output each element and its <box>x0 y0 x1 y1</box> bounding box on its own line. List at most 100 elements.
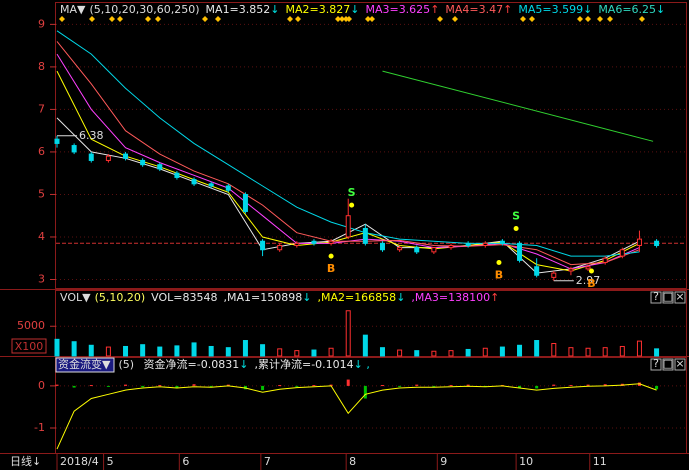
item-value: 83548 <box>183 291 218 304</box>
money-bar <box>106 385 110 387</box>
signal-diamond <box>155 16 161 22</box>
button-glyph: □ <box>663 290 673 303</box>
item-value: -0.0831 <box>197 358 239 371</box>
signal-diamond <box>585 16 591 22</box>
volume-bar <box>260 344 266 357</box>
money-bar <box>363 385 367 399</box>
money-bar <box>380 385 384 387</box>
volume-bar <box>140 344 146 357</box>
volume-bar <box>105 346 111 357</box>
money-bar <box>192 384 196 386</box>
volume-bar <box>482 347 488 357</box>
candle-body <box>54 138 60 144</box>
indicator-menu[interactable]: MA▼ <box>60 3 86 16</box>
candle-body <box>534 266 540 276</box>
money-bar <box>449 385 453 387</box>
volume-bar <box>619 345 625 357</box>
signal-diamond <box>520 16 526 22</box>
candle-body <box>140 159 146 166</box>
unit-box <box>11 338 47 354</box>
volume-bar <box>174 345 180 357</box>
volume-bar <box>54 338 60 357</box>
money-bar <box>603 384 607 386</box>
candle-body <box>431 247 437 253</box>
indicator-tab[interactable] <box>55 357 115 373</box>
y-tick-label: 5 <box>38 187 45 200</box>
item-value: 166858 <box>354 291 396 304</box>
ma-line <box>56 41 640 266</box>
item-label: MA4= <box>445 3 478 16</box>
button-glyph: ? <box>653 290 659 303</box>
money-bar <box>312 385 316 387</box>
y-tick-label: -1 <box>34 421 45 434</box>
candle-body <box>294 242 300 246</box>
close-button[interactable] <box>674 291 686 304</box>
volume-bar <box>499 346 505 357</box>
candle-body <box>636 238 642 246</box>
volume-bar <box>208 345 214 357</box>
item-arrow: ↑ <box>490 291 499 304</box>
volume-bar <box>414 350 420 357</box>
y-tick-label: 6 <box>38 145 45 158</box>
extreme-label: 2.97 <box>576 274 601 287</box>
volume-bar <box>225 347 231 357</box>
money-bar <box>415 384 419 386</box>
ma-line <box>382 70 654 142</box>
y-tick-label: 8 <box>38 60 45 73</box>
candle-body <box>619 249 625 257</box>
extreme-label: 6.38 <box>79 129 104 142</box>
volume-bar <box>328 347 334 357</box>
item-value: 3.625 <box>399 3 431 16</box>
item-label: MA3= <box>365 3 398 16</box>
help-button[interactable] <box>650 291 662 304</box>
signal-label: B <box>327 262 335 275</box>
money-bar <box>552 384 556 386</box>
candle-body <box>448 244 454 249</box>
main-frame <box>55 2 687 289</box>
button-glyph: × <box>675 290 684 303</box>
candle-body <box>328 240 334 244</box>
indicator-menu[interactable]: 资金流变▼ <box>58 357 111 371</box>
x-tick-label: 9 <box>440 455 447 468</box>
money-bar <box>141 385 145 388</box>
item-value: -0.1014 <box>311 358 353 371</box>
help-button[interactable] <box>650 358 662 371</box>
volume-unit: X100 <box>15 340 44 353</box>
candle-body <box>88 153 94 161</box>
item-label: VOL= <box>151 291 182 304</box>
volume-bar <box>448 350 454 357</box>
signal-diamond <box>452 16 458 22</box>
volume-bar <box>294 350 300 357</box>
panel-buttons <box>650 291 686 371</box>
candle-body <box>277 244 283 251</box>
item-label: MA5= <box>518 3 551 16</box>
item-label: ,MA3= <box>411 291 448 304</box>
item-value: 3.599 <box>552 3 584 16</box>
y-tick-label: 4 <box>38 230 45 243</box>
maximize-button[interactable] <box>662 358 674 371</box>
money-bar <box>261 385 265 391</box>
period-button[interactable]: 日线↓ <box>10 454 41 468</box>
signal-diamond <box>287 16 293 22</box>
indicator-params: (5) <box>118 358 134 371</box>
item-label: MA1= <box>206 3 239 16</box>
close-button[interactable] <box>674 358 686 371</box>
candle-body <box>174 172 180 178</box>
maximize-button[interactable] <box>662 291 674 304</box>
candle-body <box>242 193 248 212</box>
x-tick-label: 2018/4 <box>60 455 99 468</box>
volume-bar <box>88 344 94 357</box>
signal-diamond <box>365 16 371 22</box>
signal-label: B <box>495 268 503 281</box>
signal-label: B <box>587 277 595 290</box>
y-tick-label: 0 <box>38 379 45 392</box>
signal-diamond <box>117 16 123 22</box>
money-bar <box>89 385 93 387</box>
volume-bar <box>277 348 283 357</box>
volume-bar <box>636 340 642 357</box>
indicator-menu[interactable]: VOL▼ <box>60 291 91 304</box>
item-arrow: ↓ , <box>354 358 370 371</box>
signal-diamond <box>335 16 341 22</box>
signal-label: S <box>348 186 356 199</box>
